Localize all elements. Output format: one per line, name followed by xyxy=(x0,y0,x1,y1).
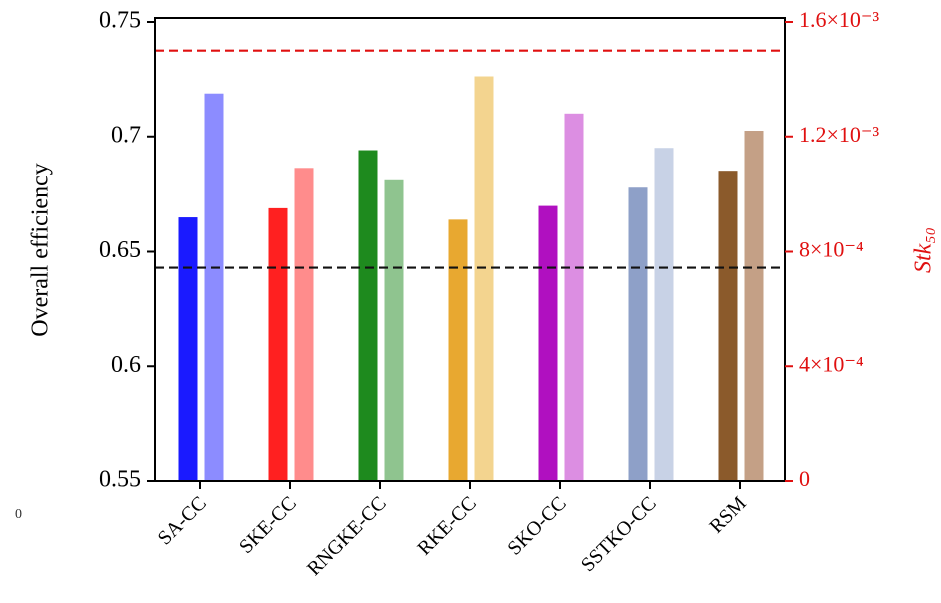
y2-tick-label: 0 xyxy=(799,466,810,491)
x-tick-label: SKO-CC xyxy=(503,492,570,559)
bar xyxy=(449,219,468,481)
x-tick-label: RSM xyxy=(705,492,751,538)
y2-tick-label: 1.6×10⁻³ xyxy=(799,7,880,32)
bar xyxy=(385,180,404,481)
y-tick-label: 0.7 xyxy=(111,122,141,148)
bar xyxy=(269,208,288,481)
y-tick-label: 0.75 xyxy=(99,8,141,34)
y2-tick-label: 8×10⁻⁴ xyxy=(799,237,864,262)
y-tick-label: 0.55 xyxy=(99,467,141,493)
y-tick-label: 0.6 xyxy=(111,352,141,378)
bar xyxy=(179,217,198,481)
bar xyxy=(295,168,314,481)
y-tick-label: 0.65 xyxy=(99,237,141,263)
x-tick-label: SKE-CC xyxy=(235,492,301,558)
y-axis-label: Overall efficiency xyxy=(28,163,54,336)
bar xyxy=(565,114,584,481)
bar xyxy=(655,148,674,481)
chart: Overall efficiency Stk₅₀ 0 0.55 0.6 0.65 0.… xyxy=(0,0,941,603)
bar xyxy=(719,171,738,481)
bar xyxy=(745,131,764,481)
y2-tick-label: 1.2×10⁻³ xyxy=(799,122,880,147)
annotation: 0 xyxy=(15,507,22,522)
plot-frame xyxy=(155,18,785,481)
x-tick-label: RNGKE-CC xyxy=(303,492,391,580)
x-tick-label: SA-CC xyxy=(154,492,211,549)
bar xyxy=(629,187,648,481)
x-tick-label: RKE-CC xyxy=(413,492,480,559)
y2-axis-label: Stk₅₀ xyxy=(911,227,937,273)
bar xyxy=(205,94,224,481)
bar xyxy=(359,151,378,481)
bar xyxy=(539,206,558,481)
y2-tick-label: 4×10⁻⁴ xyxy=(799,351,864,376)
x-tick-label: SSTKO-CC xyxy=(577,492,661,576)
bar xyxy=(475,77,494,481)
